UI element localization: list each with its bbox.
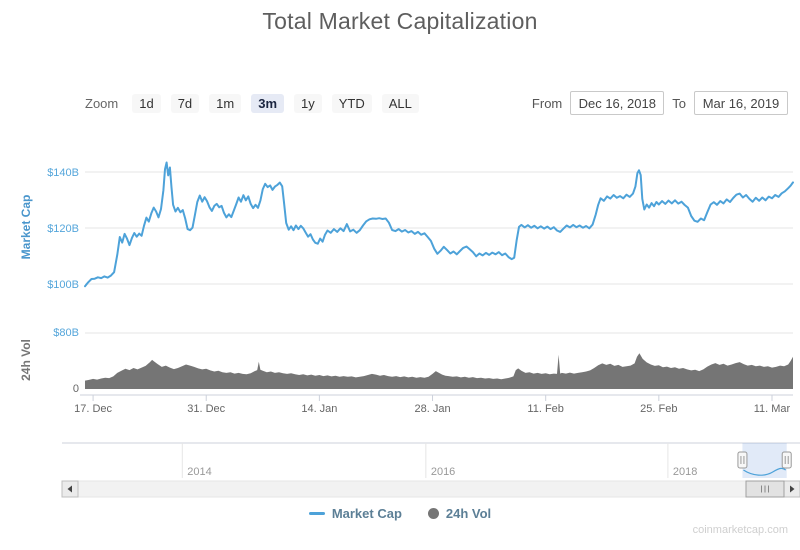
toolbar: Zoom 1d 7d 1m 3m 1y YTD ALL From To [85,90,788,116]
x-axis-label: 17. Dec [74,403,112,415]
market-cap-line-icon [308,512,325,515]
y-axis-label: $80B [53,327,79,339]
zoom-button-ytd[interactable]: YTD [331,93,372,113]
vol-area-series[interactable] [85,353,793,389]
market-cap-legend-label: Market Cap [331,506,402,521]
vol-circle-icon [427,508,439,519]
scrollbar-thumb[interactable] [745,480,785,498]
navigator-year-label: 2016 [431,466,455,478]
market-cap-axis-title: Market Cap [19,194,33,260]
y-axis-label: 0 [73,383,79,395]
x-axis-label: 31. Dec [187,403,225,415]
navigator-year-label: 2014 [187,466,211,478]
y-axis-label: $140B [47,167,79,179]
legend-item-24h-vol[interactable]: 24h Vol [427,506,492,521]
zoom-button-group: 1d 7d 1m 3m 1y YTD ALL [122,93,419,113]
navigator-selection[interactable] [742,443,787,478]
chart-title: Total Market Capitalization [262,8,538,34]
x-axis-label: 11. Mar [754,403,791,415]
scrollbar-right-button[interactable] [783,480,800,498]
navigator-series [743,467,787,476]
x-axis-label: 11. Feb [527,403,564,415]
zoom-button-1d[interactable]: 1d [132,93,161,113]
x-axis-label: 14. Jan [301,403,337,415]
zoom-button-3m[interactable]: 3m [251,93,285,113]
zoom-button-all[interactable]: ALL [381,93,419,113]
scrollbar-track[interactable] [61,480,800,498]
zoom-button-7d[interactable]: 7d [170,93,200,113]
date-range-controls: From To [532,91,788,115]
vol-legend-label: 24h Vol [445,506,492,521]
navigator-year-label: 2018 [673,466,697,478]
navigator-right-handle[interactable] [781,451,792,469]
arrow-left-icon [67,485,72,493]
zoom-label: Zoom [85,95,119,111]
scrollbar-left-button[interactable] [61,480,79,498]
legend: Market Cap 24h Vol [0,506,800,521]
zoom-button-1y[interactable]: 1y [294,93,322,113]
y-axis-label: $120B [47,223,79,235]
zoom-button-1m[interactable]: 1m [209,93,242,113]
x-axis-label: 25. Feb [640,403,677,415]
y-axis-label: $100B [47,279,79,291]
from-date-input[interactable] [570,91,665,115]
arrow-right-icon [790,485,795,493]
to-label: To [672,95,686,111]
x-axis-label: 28. Jan [414,403,450,415]
to-date-input[interactable] [694,91,788,115]
navigator-left-handle[interactable] [737,451,748,469]
from-label: From [531,95,563,111]
legend-item-market-cap[interactable]: Market Cap [308,506,402,521]
market-cap-line-series[interactable] [84,161,794,288]
vol-axis-title: 24h Vol [19,339,33,381]
watermark: coinmarketcap.com [692,524,788,536]
